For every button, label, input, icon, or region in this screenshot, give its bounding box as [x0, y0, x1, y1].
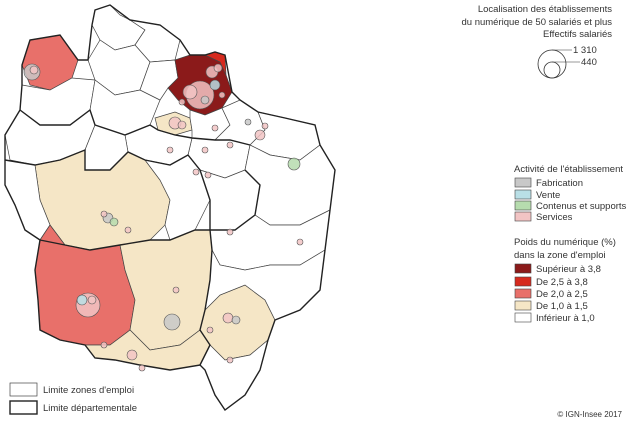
swatch-sup-3-8 — [514, 263, 532, 274]
etab-circle — [200, 95, 210, 105]
swatch-2-5-3-8 — [514, 276, 532, 287]
etab-circle — [226, 228, 234, 236]
etab-circle — [209, 79, 221, 91]
weight-label-2: De 2,5 à 3,8 — [536, 277, 588, 288]
etab-circle — [87, 295, 97, 305]
swatch-1-0-1-5 — [514, 300, 532, 311]
establishments — [23, 63, 304, 372]
employment-zones — [4, 4, 336, 411]
boundary-legend: Limite zones d'emploi Limite département… — [9, 382, 137, 415]
etab-circle — [29, 65, 39, 75]
activity-label-vente: Vente — [536, 190, 560, 201]
size-label-large: 1 310 — [573, 45, 597, 56]
etab-circle — [244, 118, 252, 126]
etab-circle — [177, 120, 187, 130]
etab-circle — [100, 341, 108, 349]
swatch-services — [514, 211, 532, 222]
etab-circle — [231, 315, 241, 325]
etab-circle — [287, 157, 301, 171]
etab-circle — [211, 124, 219, 132]
etab-circle — [109, 217, 119, 227]
etab-circle — [201, 146, 209, 154]
size-circle-small — [543, 61, 561, 79]
activity-legend: Activité de l'établissement Fabrication … — [514, 164, 626, 223]
etab-circle — [296, 238, 304, 246]
department-borders — [4, 4, 336, 412]
etab-circle — [126, 349, 138, 361]
zones-boundary-label: Limite zones d'emploi — [43, 385, 134, 396]
activity-legend-title: Activité de l'établissement — [514, 164, 623, 175]
weight-label-1: Supérieur à 3,8 — [536, 264, 601, 275]
etab-circle — [172, 286, 180, 294]
weight-legend-title-2: dans la zone d'emploi — [514, 250, 606, 261]
activity-label-services: Services — [536, 212, 573, 223]
etab-circle — [192, 168, 200, 176]
weight-label-5: Inférieur à 1,0 — [536, 313, 595, 324]
etab-circle — [100, 210, 108, 218]
title-line-2: du numérique de 50 salariés et plus — [461, 17, 612, 28]
etab-circle — [178, 98, 186, 106]
etab-circle — [213, 63, 223, 73]
title-line-1: Localisation des établissements — [478, 4, 612, 15]
etab-circle — [138, 364, 146, 372]
swatch-contenus — [514, 200, 532, 211]
size-label-small: 440 — [581, 57, 597, 68]
swatch-zone-boundary — [9, 382, 38, 397]
swatch-dept-boundary — [9, 400, 38, 415]
weight-label-4: De 1,0 à 1,5 — [536, 301, 588, 312]
etab-circle — [254, 129, 266, 141]
etab-circle — [218, 91, 226, 99]
swatch-fabrication — [514, 177, 532, 188]
weight-legend: Poids du numérique (%) dans la zone d'em… — [514, 237, 616, 324]
etab-circle — [163, 313, 181, 331]
swatch-2-0-2-5 — [514, 288, 532, 299]
etab-circle — [204, 171, 212, 179]
etab-circle — [206, 326, 214, 334]
etab-circle — [226, 141, 234, 149]
etab-circle — [226, 356, 234, 364]
activity-label-fabrication: Fabrication — [536, 178, 583, 189]
etab-circle — [124, 226, 132, 234]
credit: © IGN-Insee 2017 — [557, 410, 622, 419]
title-line-3: Effectifs salariés — [543, 29, 612, 40]
dept-boundary-label: Limite départementale — [43, 403, 137, 414]
etab-circle — [222, 312, 234, 324]
etab-circle — [166, 146, 174, 154]
activity-label-contenus: Contenus et supports — [536, 201, 626, 212]
swatch-vente — [514, 189, 532, 200]
map-title: Localisation des établissements du numér… — [461, 4, 612, 40]
etab-circle — [182, 84, 198, 100]
swatch-inf-1-0 — [514, 312, 532, 323]
weight-label-3: De 2,0 à 2,5 — [536, 289, 588, 300]
weight-legend-title-1: Poids du numérique (%) — [514, 237, 616, 248]
size-circle-large — [537, 49, 567, 79]
etab-circle — [261, 122, 269, 130]
size-legend: 1 310 440 — [537, 45, 597, 79]
etab-circle — [76, 294, 88, 306]
